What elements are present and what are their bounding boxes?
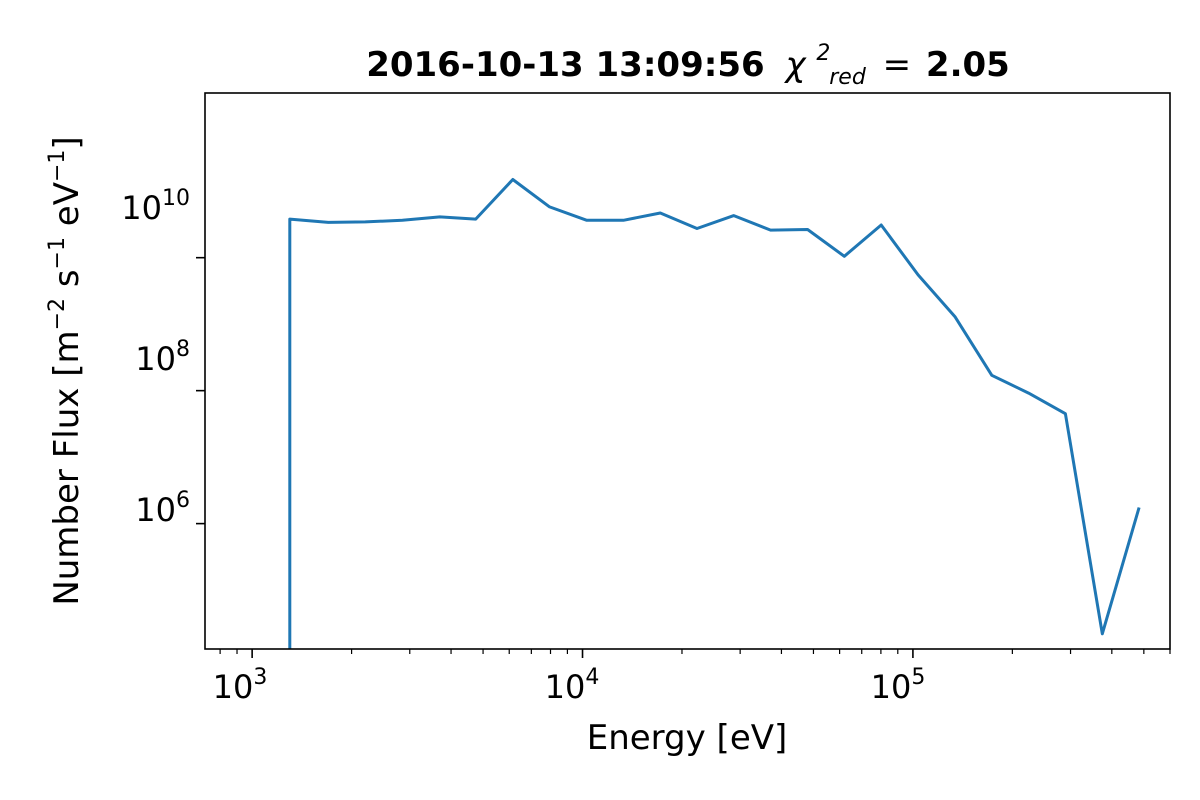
title-chi-symbol: χ [783, 45, 807, 85]
y-axis-label: Number Flux [m−2 s−1 eV−1] [45, 136, 87, 605]
axis-ticks [196, 256, 1171, 658]
x-axis-label: Energy [eV] [587, 718, 788, 758]
title-chi-subscript: red [829, 65, 867, 90]
y-tick-label-1e10: 1010 [121, 186, 190, 227]
plot-area [288, 178, 1141, 649]
x-tick-label-1000: 103 [213, 665, 268, 706]
x-tick-label-100000: 105 [871, 665, 926, 706]
y-tick-label-1e8: 108 [135, 337, 190, 378]
title-timestamp: 2016-10-13 13:09:56 [366, 45, 764, 85]
series-line [288, 178, 1141, 649]
title-value: 2.05 [926, 45, 1010, 85]
x-tick-label-10000: 104 [545, 665, 600, 706]
axes-frame [204, 92, 1171, 650]
title-equals: = [883, 45, 912, 85]
title-chi-superscript: 2 [816, 41, 830, 66]
chart-title: 2016-10-13 13:09:56 χ 2 red = 2.05 [366, 29, 1010, 93]
y-tick-label-1e6: 106 [135, 488, 190, 529]
